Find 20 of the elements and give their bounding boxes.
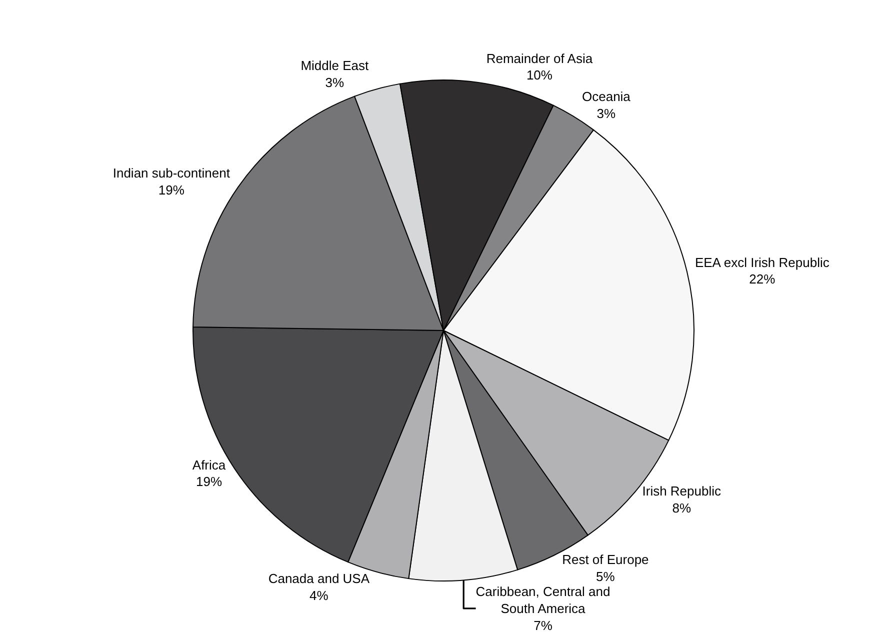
data-label: 22%	[749, 272, 776, 287]
slice-label: Middle East	[300, 58, 370, 74]
slice-label: Canada and USA	[268, 571, 370, 586]
data-label: 8%	[672, 500, 692, 516]
slice-label: Rest of Europe	[562, 552, 649, 568]
slice-label: Remainder of Asia	[486, 50, 594, 66]
data-label: 4%	[310, 588, 329, 604]
slice-label: Indian sub-continent	[112, 166, 230, 181]
data-label: 5%	[596, 569, 616, 584]
data-label: 3%	[325, 75, 344, 90]
slice-label: Irish Republic	[642, 484, 722, 499]
data-label: 10%	[526, 68, 553, 83]
data-label: 3%	[596, 106, 616, 122]
slice-label: EEA excl Irish Republic	[694, 254, 830, 270]
slice-label: Caribbean, Central and South America	[476, 584, 610, 616]
slice-label: Oceania	[582, 89, 632, 104]
slice-label: Africa	[192, 457, 226, 472]
data-label: 19%	[196, 474, 222, 490]
data-label: 19%	[158, 182, 185, 198]
data-label: 7%	[534, 618, 553, 633]
